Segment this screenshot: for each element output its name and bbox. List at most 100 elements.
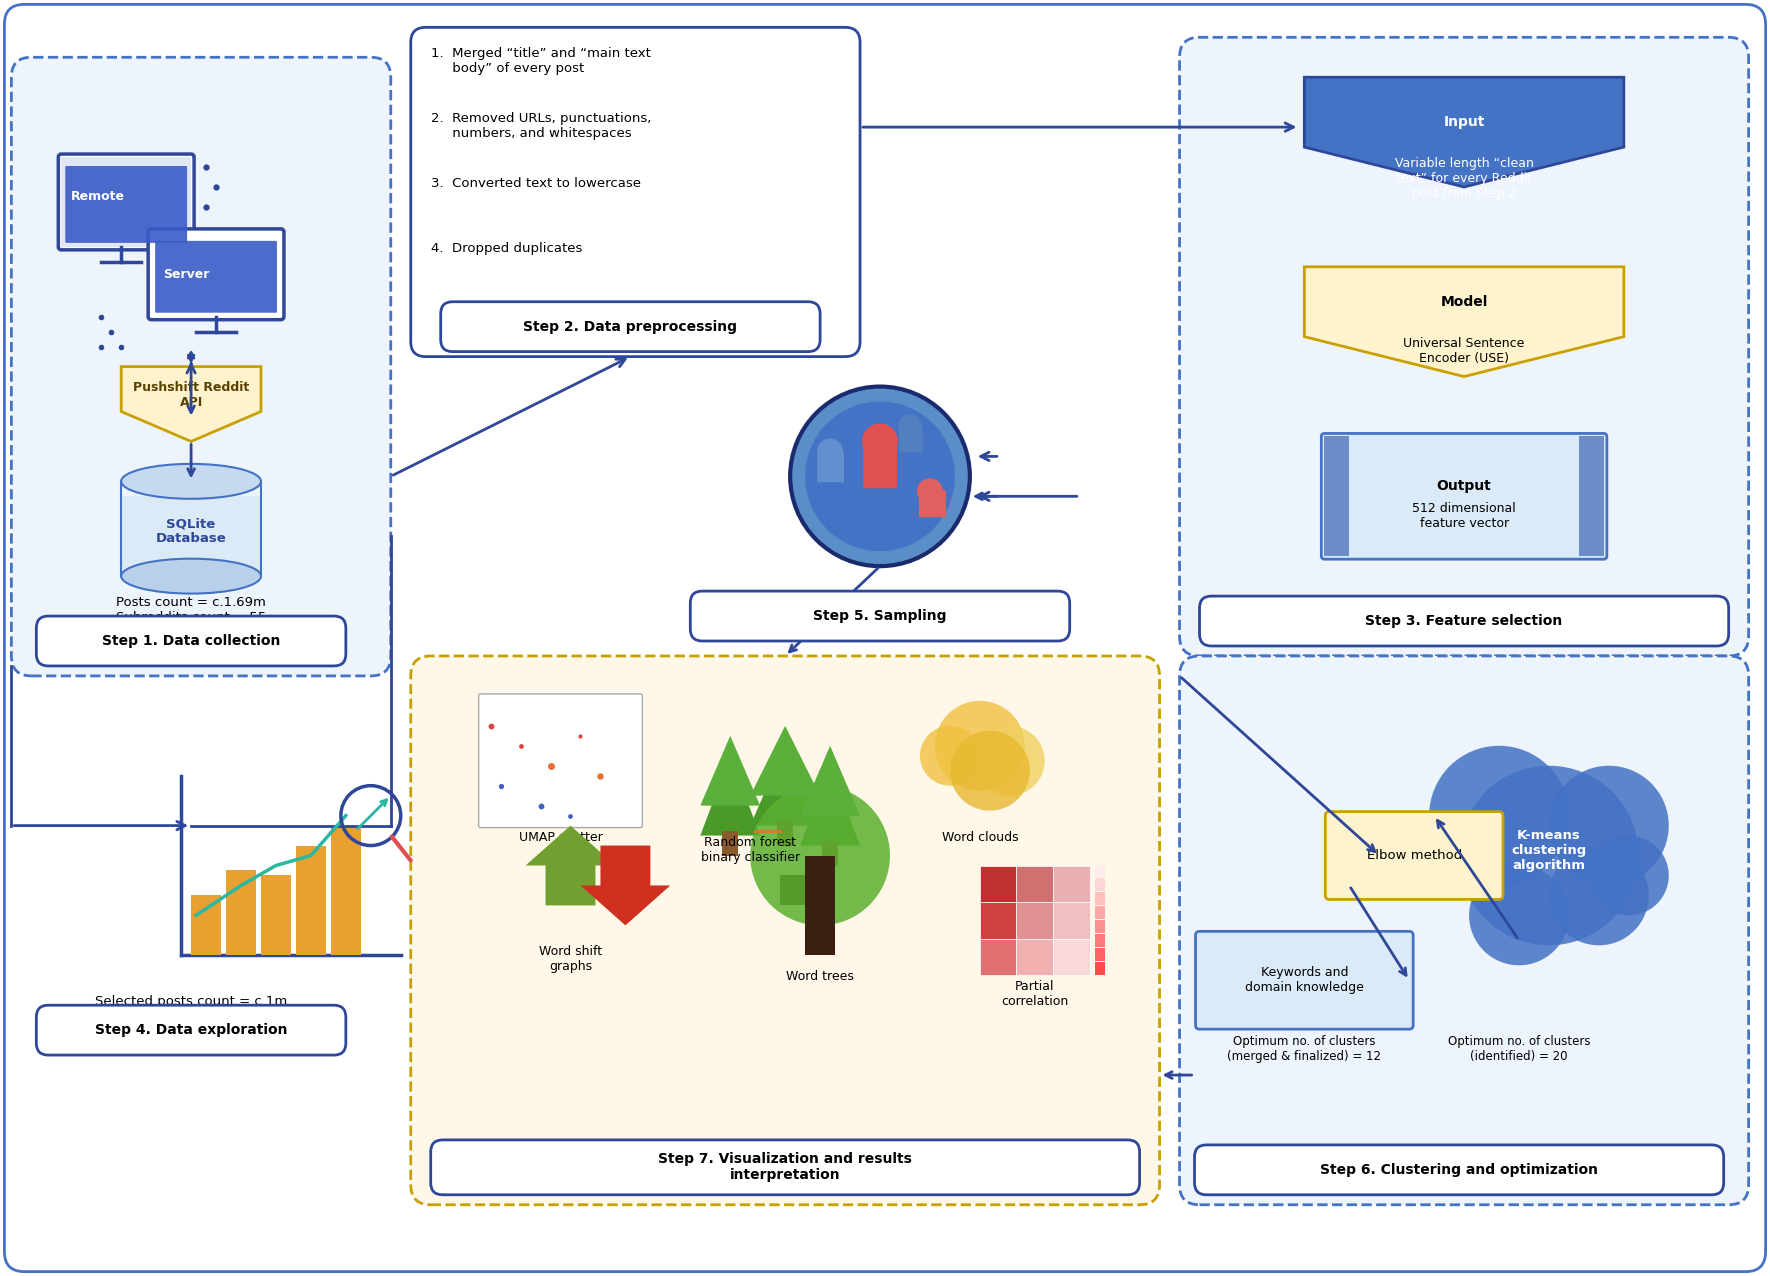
Bar (227, 870, 257, 956)
Bar (981, 902, 1016, 939)
Bar (1016, 939, 1053, 975)
Text: Posts count = c.1.51m
Subreddits count = 55: Posts count = c.1.51m Subreddits count =… (561, 306, 710, 334)
FancyBboxPatch shape (1179, 656, 1749, 1205)
Polygon shape (701, 736, 759, 805)
Bar (1053, 865, 1090, 902)
Text: Server: Server (163, 268, 209, 281)
Text: Model: Model (1441, 295, 1489, 309)
Bar (805, 855, 835, 956)
FancyBboxPatch shape (1322, 434, 1607, 559)
FancyBboxPatch shape (11, 57, 391, 676)
Text: Partial
correlation: Partial correlation (1002, 980, 1069, 1008)
FancyBboxPatch shape (919, 490, 945, 517)
Bar (777, 820, 793, 846)
Bar (331, 826, 361, 956)
Bar (1094, 948, 1104, 961)
Text: Selected posts count = c.1m
Selected subreddits count = 54: Selected posts count = c.1m Selected sub… (85, 995, 297, 1023)
Text: Step 7. Visualization and results
interpretation: Step 7. Visualization and results interp… (658, 1152, 912, 1183)
Text: Optimum no. of clusters
(identified) = 20: Optimum no. of clusters (identified) = 2… (1448, 1035, 1589, 1063)
Text: 1.  Merged “title” and “main text
     body” of every post: 1. Merged “title” and “main text body” o… (430, 47, 651, 75)
FancyBboxPatch shape (1326, 812, 1503, 900)
FancyBboxPatch shape (156, 241, 276, 313)
Circle shape (1458, 766, 1639, 946)
Bar (260, 875, 290, 956)
Ellipse shape (120, 559, 260, 593)
FancyBboxPatch shape (411, 27, 860, 356)
FancyBboxPatch shape (1179, 37, 1749, 656)
Text: Pushshift Reddit
API: Pushshift Reddit API (133, 380, 250, 408)
Polygon shape (701, 755, 759, 836)
Bar (62, 157, 191, 246)
FancyBboxPatch shape (899, 427, 922, 453)
Bar (981, 865, 1016, 902)
Polygon shape (800, 766, 860, 846)
Text: 3.  Converted text to lowercase: 3. Converted text to lowercase (430, 177, 641, 190)
Circle shape (805, 402, 954, 551)
FancyBboxPatch shape (37, 616, 345, 666)
Circle shape (1549, 846, 1650, 946)
Bar (1053, 902, 1090, 939)
Polygon shape (120, 366, 260, 441)
Bar (1016, 902, 1053, 939)
Text: Input: Input (1443, 115, 1485, 129)
Text: K-means
clustering
algorithm: K-means clustering algorithm (1512, 829, 1586, 872)
Text: 4.  Dropped duplicates: 4. Dropped duplicates (430, 242, 582, 255)
Polygon shape (750, 745, 820, 826)
FancyBboxPatch shape (1195, 1145, 1724, 1194)
Bar (981, 939, 1016, 975)
Bar (722, 831, 738, 855)
Bar (1094, 934, 1104, 947)
Text: Output: Output (1437, 480, 1492, 494)
FancyBboxPatch shape (1195, 931, 1412, 1030)
Bar (781, 875, 820, 906)
FancyBboxPatch shape (411, 656, 1159, 1205)
Text: Variable length “clean
text” for every Reddit
post from Step 2: Variable length “clean text” for every R… (1395, 157, 1533, 200)
Text: Step 1. Data collection: Step 1. Data collection (103, 634, 280, 648)
Circle shape (1549, 766, 1669, 886)
Bar (1094, 865, 1104, 878)
Text: 512 dimensional
feature vector: 512 dimensional feature vector (1412, 503, 1515, 531)
Circle shape (750, 786, 890, 925)
Bar (1094, 906, 1104, 920)
Circle shape (897, 415, 922, 439)
Text: Optimum no. of clusters
(merged & finalized) = 12: Optimum no. of clusters (merged & finali… (1227, 1035, 1381, 1063)
Circle shape (789, 387, 970, 567)
Text: Keywords and
domain knowledge: Keywords and domain knowledge (1244, 966, 1363, 994)
Bar (1094, 878, 1104, 892)
Text: Step 2. Data preprocessing: Step 2. Data preprocessing (524, 320, 738, 334)
Polygon shape (1304, 267, 1623, 376)
FancyBboxPatch shape (149, 228, 283, 320)
Bar (1053, 939, 1090, 975)
Circle shape (1589, 836, 1669, 915)
Polygon shape (526, 826, 616, 906)
FancyBboxPatch shape (1200, 596, 1729, 646)
FancyBboxPatch shape (441, 301, 820, 352)
Circle shape (920, 726, 981, 786)
Bar (1094, 962, 1104, 975)
FancyBboxPatch shape (864, 444, 897, 489)
Text: Random forest
binary classifier: Random forest binary classifier (701, 836, 800, 864)
Text: 2.  Removed URLs, punctuations,
     numbers, and whitespaces: 2. Removed URLs, punctuations, numbers, … (430, 112, 651, 140)
Text: UMAP scatter
plots: UMAP scatter plots (519, 831, 602, 859)
Bar (1094, 920, 1104, 933)
Text: Remote: Remote (71, 190, 126, 203)
Circle shape (917, 478, 943, 504)
Text: SQLite
Database: SQLite Database (156, 517, 227, 545)
Bar (1579, 436, 1604, 556)
Bar (191, 896, 221, 956)
Bar (1094, 892, 1104, 906)
FancyBboxPatch shape (58, 154, 195, 250)
Polygon shape (800, 745, 860, 815)
Bar (1016, 865, 1053, 902)
Bar (821, 841, 837, 865)
Text: Step 6. Clustering and optimization: Step 6. Clustering and optimization (1320, 1162, 1598, 1176)
FancyBboxPatch shape (430, 1139, 1140, 1194)
Bar (120, 496, 260, 577)
Circle shape (975, 726, 1044, 796)
Text: Step 5. Sampling: Step 5. Sampling (812, 609, 947, 623)
Text: Posts count = c.1.69m
Subreddits count = 55: Posts count = c.1.69m Subreddits count =… (117, 596, 266, 624)
Polygon shape (581, 846, 671, 925)
Text: Step 4. Data exploration: Step 4. Data exploration (96, 1023, 287, 1037)
Text: Sample 1 & Sample 2,
posts count = 150,000 each: Sample 1 & Sample 2, posts count = 150,0… (786, 591, 974, 619)
Polygon shape (1304, 78, 1623, 188)
